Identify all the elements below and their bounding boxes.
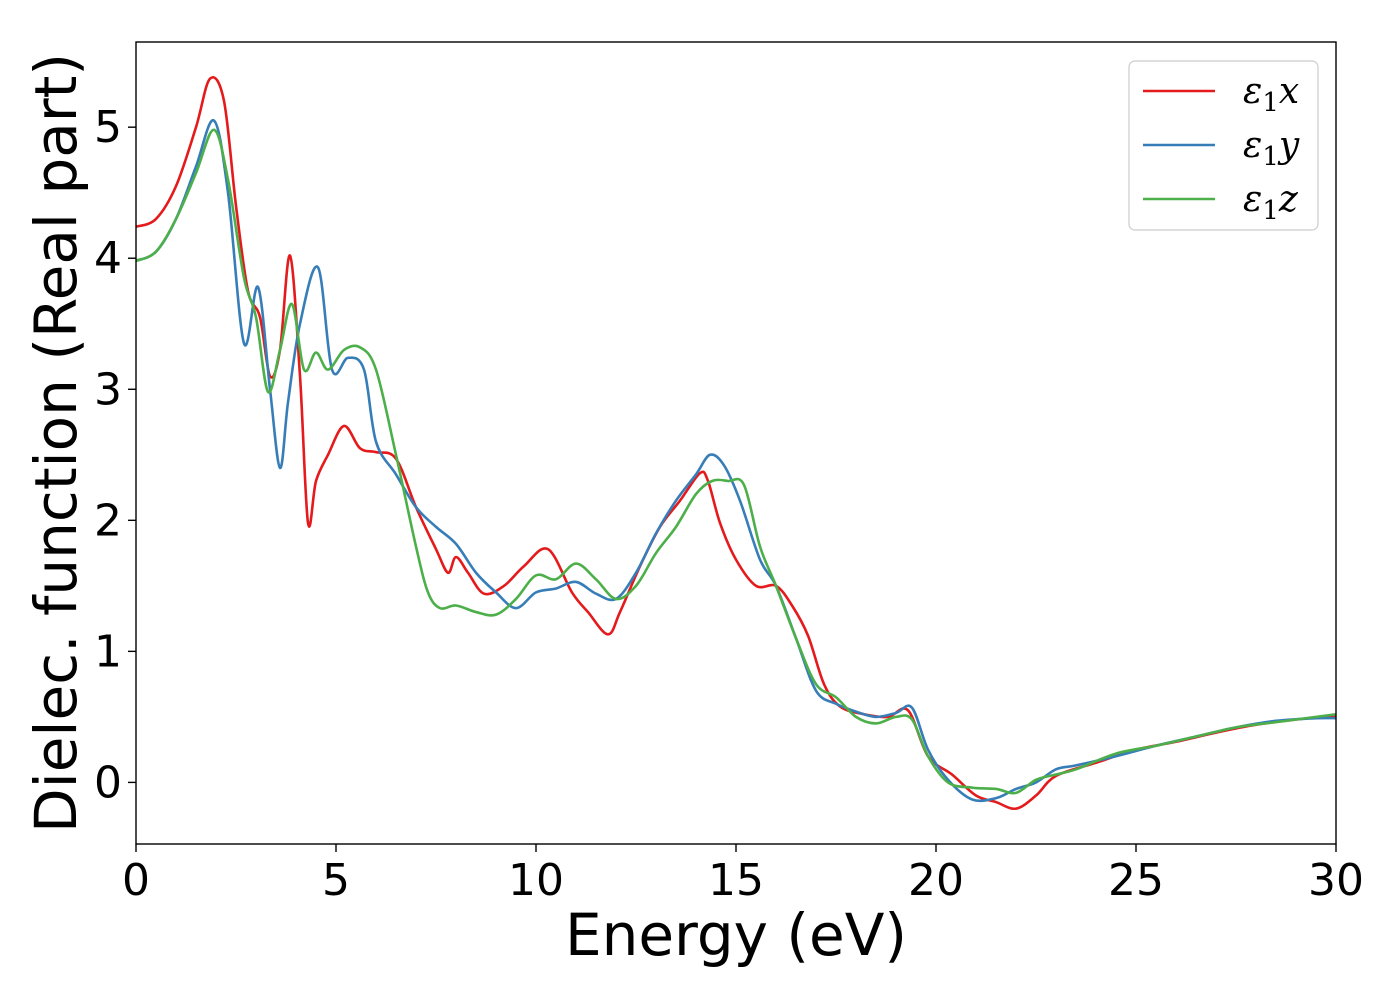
y-tick-label: 3 xyxy=(94,364,122,415)
x-tick-label: 15 xyxy=(708,855,764,906)
x-axis-label: Energy (eV) xyxy=(565,901,907,969)
series-line-3 xyxy=(136,128,1336,795)
y-axis-label: Dielec. function (Real part) xyxy=(22,53,90,833)
y-tick-label: 1 xyxy=(94,626,122,677)
x-tick-label: 20 xyxy=(908,855,964,906)
y-tick-label: 0 xyxy=(94,757,122,808)
series-layer xyxy=(136,76,1336,811)
series-line-2 xyxy=(136,119,1336,803)
y-axis: 0 1 2 3 4 5 xyxy=(94,102,136,808)
y-tick-label: 2 xyxy=(94,495,122,546)
x-tick-label: 0 xyxy=(122,855,150,906)
legend: ε1x ε1y ε1z xyxy=(1128,60,1319,231)
legend-label-1: ε1x xyxy=(1243,71,1299,118)
x-tick-label: 25 xyxy=(1108,855,1164,906)
legend-label-3: ε1z xyxy=(1243,179,1299,226)
y-tick-label: 5 xyxy=(94,102,122,153)
x-tick-label: 30 xyxy=(1308,855,1364,906)
legend-label-2: ε1y xyxy=(1243,125,1300,172)
legend-box xyxy=(1128,60,1319,231)
x-tick-label: 5 xyxy=(322,855,350,906)
x-axis: 0 5 10 15 20 25 30 xyxy=(122,844,1364,906)
y-tick-label: 4 xyxy=(94,233,122,284)
x-tick-label: 10 xyxy=(508,855,564,906)
